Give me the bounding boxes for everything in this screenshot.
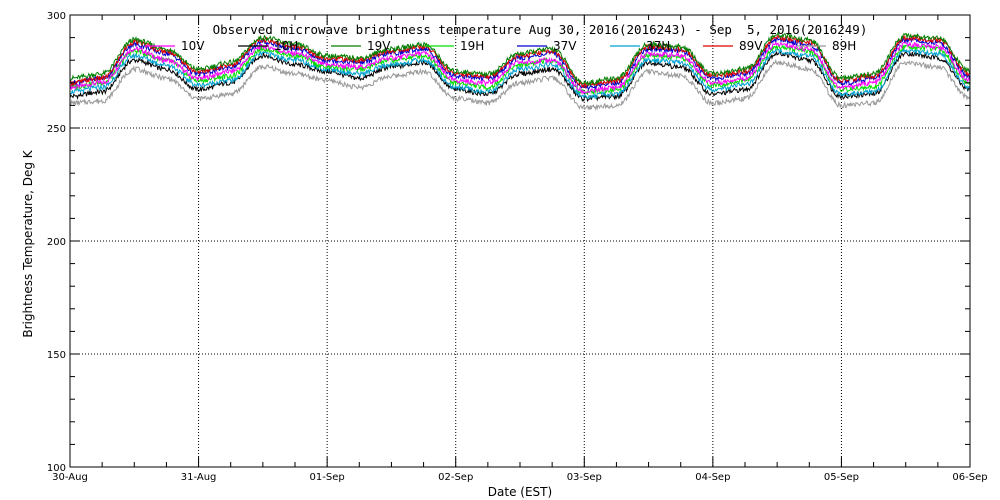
y-tick-label: 100 [47, 463, 66, 474]
grid-layer [70, 15, 970, 467]
y-tick-label: 300 [47, 11, 66, 22]
y-axis-title: Brightness Temperature, Deg K [21, 149, 35, 337]
label-layer: 30-Aug 31-Aug 01-Sep 02-Sep 03-Sep 04-Sep 05-S… [47, 11, 988, 483]
series-line-10h [69, 49, 970, 102]
legend-label-19h: 19H [460, 39, 484, 53]
legend-label-37v: 37V [553, 39, 577, 53]
chart-title: Observed microwave brightness temperatur… [213, 22, 868, 37]
x-axis-title: Date (EST) [488, 485, 552, 499]
legend-label-89h: 89H [832, 39, 856, 53]
tick-layer [69, 14, 971, 468]
x-tick-label: 30-Aug [52, 472, 88, 483]
legend-label-37h: 37H [646, 39, 670, 53]
series-line-19h [69, 44, 971, 96]
x-tick-label: 04-Sep [695, 472, 730, 483]
legend-label-19v: 19V [367, 39, 391, 53]
series-line-89h [69, 58, 971, 112]
x-tick-label: 06-Sep [952, 472, 987, 483]
x-tick-label: 05-Sep [824, 472, 859, 483]
x-tick-label: 31-Aug [181, 472, 217, 483]
x-tick-label: 02-Sep [438, 472, 473, 483]
legend-label-10v: 10V [181, 39, 205, 53]
series-line-37h [69, 47, 971, 100]
legend-label-10h: 10H [274, 39, 298, 53]
series-line-19v [69, 31, 971, 87]
y-tick-label: 200 [47, 237, 66, 248]
legend: 10V 10H 19V 19H 37V 37H 89V 89H [145, 39, 856, 53]
y-tick-label: 150 [47, 350, 66, 361]
y-tick-label: 250 [47, 124, 66, 135]
legend-label-89v: 89V [739, 39, 763, 53]
x-tick-label: 01-Sep [310, 472, 345, 483]
series-layer [69, 31, 971, 112]
series-line-10v [69, 40, 971, 96]
x-tick-label: 03-Sep [567, 472, 602, 483]
